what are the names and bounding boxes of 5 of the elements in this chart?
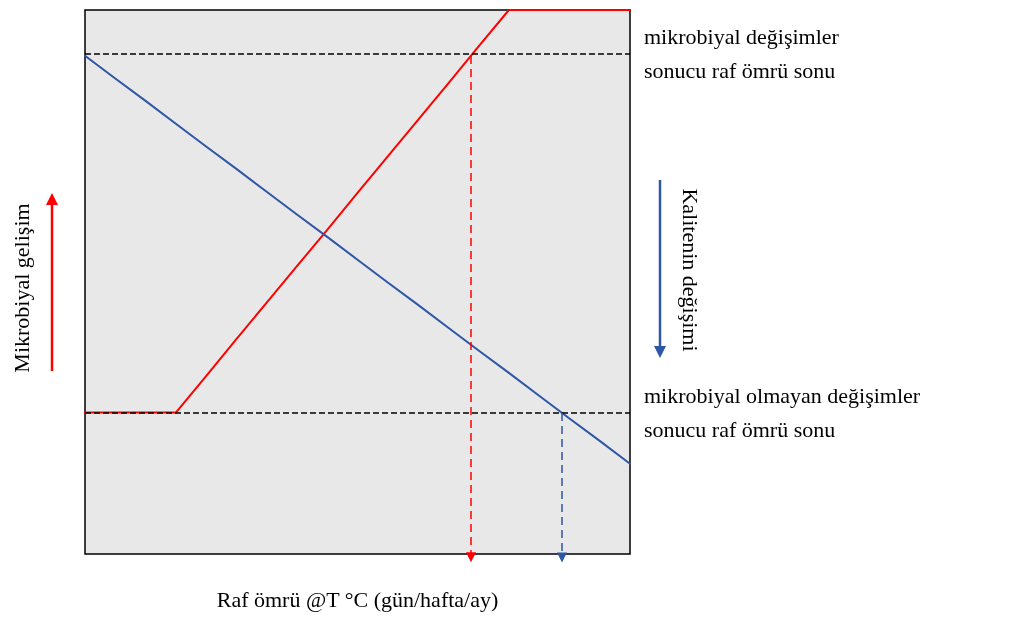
ref-line-label: mikrobiyal değişimler sonucu raf ömrü sonu [644,24,840,84]
x-axis-title: Raf ömrü @T °C (gün/hafta/ay) [216,586,499,612]
y2-axis-title: Kalitenin değişimi [677,188,703,352]
y-axis-title: Mikrobiyal gelişim [9,203,35,373]
ref-line-label: mikrobiyal olmayan değişimler sonucu raf ömrü sonu [644,383,921,443]
